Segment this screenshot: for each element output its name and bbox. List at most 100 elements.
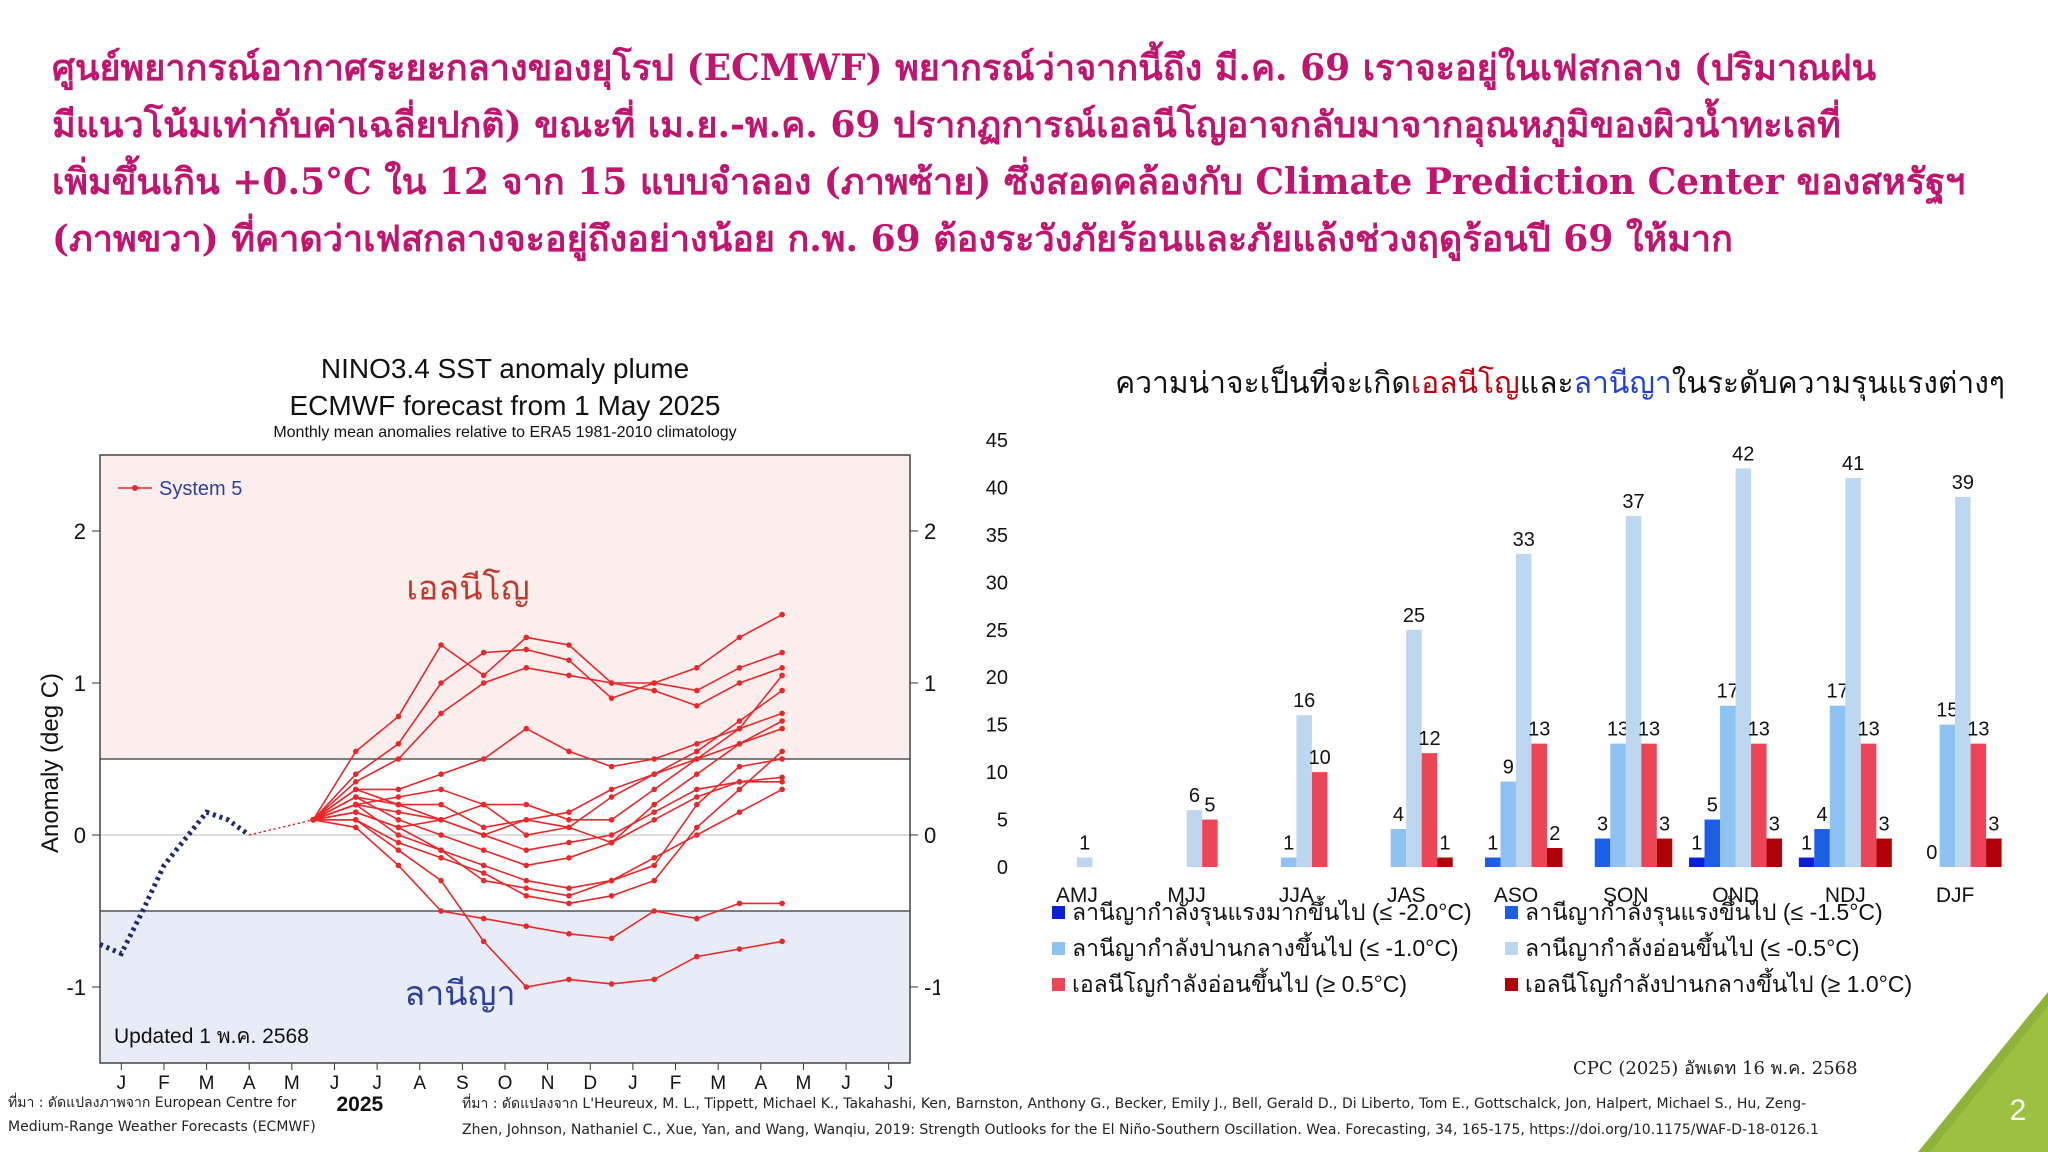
ensemble-point-7-4 bbox=[480, 824, 487, 831]
bar-category-NDJ: NDJ bbox=[1825, 884, 1866, 907]
ensemble-point-10-11 bbox=[779, 779, 785, 785]
x-tick-label-2: M bbox=[199, 1073, 215, 1094]
x-tick-label-7: A bbox=[413, 1073, 426, 1094]
ensemble-point-6-10 bbox=[736, 718, 743, 724]
ensemble-point-14-5 bbox=[523, 923, 530, 929]
headline: ศูนย์พยากรณ์อากาศระยะกลางของยุโรป (ECMWF… bbox=[52, 40, 2012, 268]
ensemble-point-8-6 bbox=[566, 824, 572, 831]
ensemble-member-15 bbox=[313, 818, 783, 988]
bar-label-DJF-s6: 3 bbox=[1988, 814, 1999, 836]
bar-category-ASO: ASO bbox=[1494, 884, 1538, 907]
bar-NDJ-s6 bbox=[1876, 838, 1892, 867]
nino34-plume-chart: NINO3.4 SST anomaly plume ECMWF forecast… bbox=[37, 353, 940, 1115]
ensemble-point-8-5 bbox=[523, 817, 530, 823]
ensemble-point-3-10 bbox=[736, 680, 743, 686]
x-tick-label-17: J bbox=[841, 1073, 851, 1094]
bar-y-tick-30: 30 bbox=[986, 572, 1008, 594]
ensemble-point-8-9 bbox=[694, 771, 700, 777]
bar-label-DJF-s3: 15 bbox=[1936, 700, 1958, 722]
bar-label-SON-s2: 3 bbox=[1597, 814, 1608, 836]
bar-y-tick-10: 10 bbox=[986, 762, 1008, 784]
ensemble-point-4-5 bbox=[523, 725, 530, 732]
y-tick-label-left-1: 1 bbox=[74, 671, 86, 696]
ensemble-point-1-3 bbox=[438, 642, 444, 648]
ensemble-point-3-8 bbox=[651, 687, 658, 694]
bar-label-OND-s3: 17 bbox=[1717, 681, 1739, 703]
bar-SON-s4 bbox=[1625, 515, 1642, 867]
bar-category-JAS: JAS bbox=[1387, 884, 1426, 907]
ensemble-point-6-4 bbox=[480, 801, 487, 808]
bar-category-DJF: DJF bbox=[1936, 884, 1975, 907]
ensemble-point-14-3 bbox=[438, 908, 444, 914]
ensemble-point-8-10 bbox=[736, 741, 743, 747]
ensemble-point-12-6 bbox=[566, 900, 572, 907]
ensemble-point-3-7 bbox=[608, 680, 615, 686]
ensemble-point-5-3 bbox=[438, 786, 444, 793]
bar-MJJ-s5 bbox=[1202, 819, 1218, 867]
ensemble-point-10-6 bbox=[566, 855, 572, 861]
ensemble-point-11-1 bbox=[352, 801, 359, 808]
legend-entry-5: เอลนีโญกำลังอ่อนขึ้นไป (≥ 0.5°C) bbox=[1072, 968, 1407, 997]
bar-label-OND-s2: 5 bbox=[1707, 795, 1718, 817]
ensemble-point-6-9 bbox=[694, 748, 700, 755]
plume-note: Monthly mean anomalies relative to ERA5 … bbox=[273, 424, 736, 441]
ensemble-point-9-9 bbox=[694, 786, 700, 793]
bar-label-MJJ-s5: 5 bbox=[1204, 795, 1215, 817]
x-tick-label-12: J bbox=[628, 1073, 638, 1094]
x-tick-label-8: S bbox=[456, 1073, 469, 1094]
x-tick-label-13: F bbox=[670, 1073, 682, 1094]
ensemble-point-15-9 bbox=[694, 953, 700, 960]
ensemble-point-10-5 bbox=[523, 862, 530, 869]
el-nino-label: เอลนีโญ bbox=[406, 568, 529, 607]
ensemble-point-2-10 bbox=[736, 665, 743, 671]
ensemble-point-11-4 bbox=[480, 862, 487, 869]
ensemble-point-1-4 bbox=[480, 672, 487, 679]
ensemble-point-14-7 bbox=[608, 935, 615, 942]
source-right-line-1: ที่มา : ดัดแปลงจาก L'Heureux, M. L., Tip… bbox=[462, 1096, 1807, 1112]
bar-category-SON: SON bbox=[1603, 884, 1649, 907]
ensemble-point-9-5 bbox=[523, 847, 530, 853]
ensemble-point-10-2 bbox=[395, 817, 402, 823]
ensemble-point-11-6 bbox=[566, 885, 572, 891]
ensemble-point-2-2 bbox=[395, 741, 402, 747]
ensemble-point-3-9 bbox=[694, 703, 700, 709]
bar-DJF-s6 bbox=[1986, 838, 2002, 867]
bar-label-DJF-s2: 0 bbox=[1926, 842, 1937, 864]
legend-label: System 5 bbox=[159, 478, 242, 500]
bar-ASO-s6 bbox=[1547, 848, 1563, 867]
ensemble-point-13-7 bbox=[608, 877, 615, 884]
legend-swatch-3 bbox=[1052, 942, 1065, 955]
plume-subtitle: ECMWF forecast from 1 May 2025 bbox=[289, 390, 720, 421]
ensemble-point-9-8 bbox=[651, 809, 658, 815]
ensemble-point-12-8 bbox=[651, 877, 658, 884]
y-tick-label-right-2: 2 bbox=[924, 519, 936, 544]
headline-line-2: มีแนวโน้มเท่ากับค่าเฉลี่ยปกติ) ขณะที่ เม… bbox=[52, 104, 1841, 146]
ensemble-point-8-8 bbox=[651, 801, 658, 808]
bar-label-NDJ-s6: 3 bbox=[1879, 814, 1890, 836]
ensemble-point-3-4 bbox=[480, 680, 487, 686]
ensemble-point-13-8 bbox=[651, 862, 658, 869]
bar-NDJ-s5 bbox=[1860, 743, 1877, 867]
bar-title-part-4: ในระดับความรุนแรงต่างๆ bbox=[1672, 366, 2005, 402]
bar-category-MJJ: MJJ bbox=[1167, 884, 1206, 907]
x-tick-label-3: A bbox=[243, 1073, 256, 1094]
ensemble-point-3-5 bbox=[523, 665, 530, 671]
ensemble-member-5 bbox=[312, 674, 783, 821]
ensemble-point-2-11 bbox=[779, 649, 785, 656]
x-tick-label-14: M bbox=[710, 1073, 726, 1094]
y-tick-label-right--1: -1 bbox=[924, 975, 940, 1000]
bar-ASO-s5 bbox=[1531, 743, 1547, 867]
bar-category-OND: OND bbox=[1712, 884, 1759, 907]
x-tick-label-15: A bbox=[754, 1073, 767, 1094]
ensemble-point-15-3 bbox=[438, 877, 444, 884]
bar-label-ASO-s3: 9 bbox=[1503, 757, 1514, 779]
ensemble-point-6-11 bbox=[779, 687, 785, 694]
ensemble-point-7-6 bbox=[566, 809, 572, 815]
plume-title: NINO3.4 SST anomaly plume bbox=[321, 353, 689, 384]
ensemble-member-10 bbox=[312, 780, 783, 867]
ensemble-point-5-6 bbox=[566, 817, 572, 823]
ensemble-point-9-3 bbox=[438, 817, 444, 823]
bar-JAS-s3 bbox=[1390, 829, 1407, 867]
ensemble-point-10-10 bbox=[736, 779, 743, 785]
ensemble-point-13-9 bbox=[694, 801, 700, 808]
